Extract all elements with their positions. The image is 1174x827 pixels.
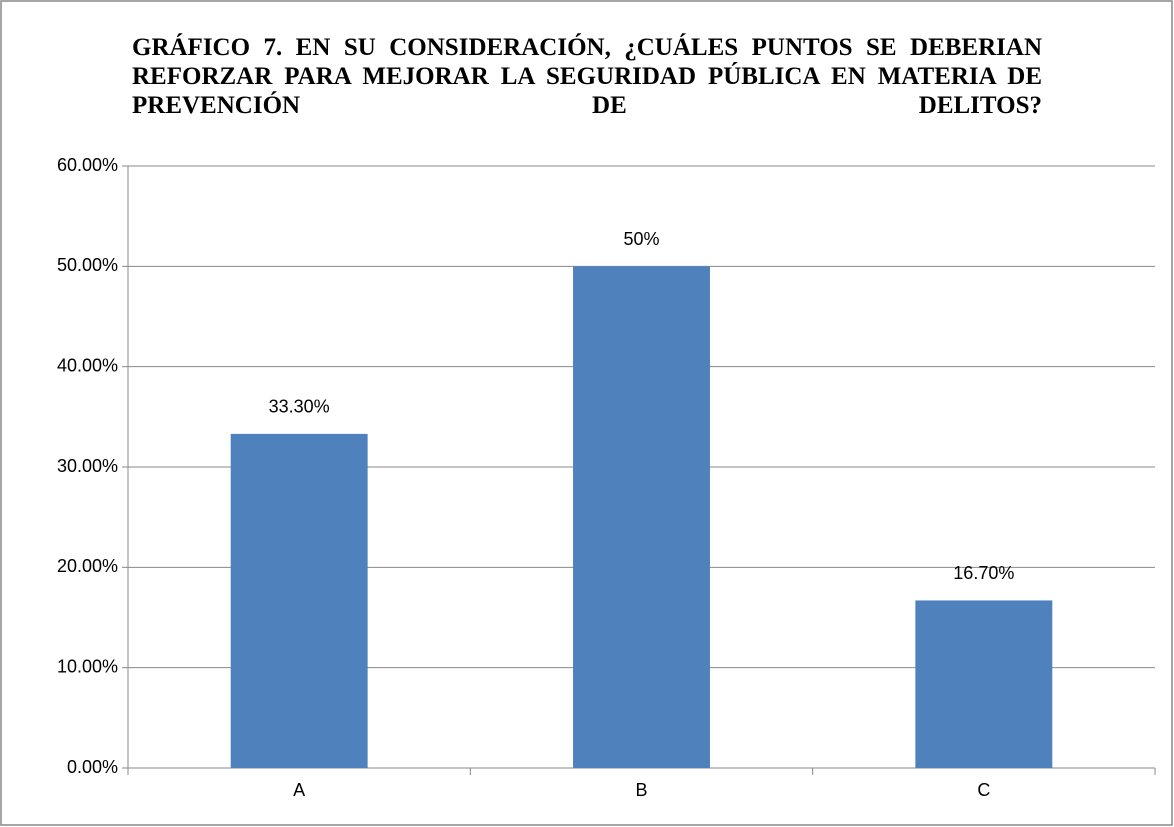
x-tick-label: A: [293, 780, 305, 800]
data-label: 33.30%: [269, 397, 330, 417]
chart-title: GRÁFICO 7. EN SU CONSIDERACIÓN, ¿CUÁLES …: [132, 34, 1042, 119]
bar: [573, 266, 710, 768]
x-tick-label: B: [635, 780, 647, 800]
y-tick-label: 30.00%: [57, 456, 118, 476]
y-tick-label: 10.00%: [57, 656, 118, 676]
data-label: 16.70%: [953, 563, 1014, 583]
x-tick-label: C: [977, 780, 990, 800]
y-tick-label: 50.00%: [57, 255, 118, 275]
bar: [915, 600, 1053, 768]
y-tick-label: 60.00%: [57, 155, 118, 175]
y-tick-label: 40.00%: [57, 355, 118, 375]
bar: [230, 433, 368, 768]
y-tick-label: 20.00%: [57, 556, 118, 576]
data-label: 50%: [623, 229, 659, 249]
y-tick-label: 0.00%: [67, 757, 118, 777]
